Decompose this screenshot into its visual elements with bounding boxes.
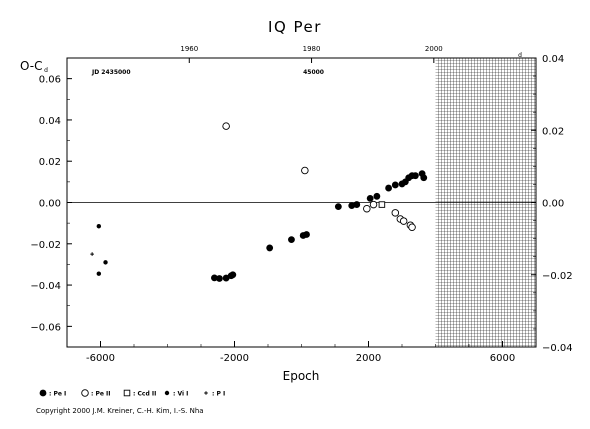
data-point-pe-ii [369,200,378,209]
data-point-pe-i [366,194,374,202]
y-unit-superscript-left: d [44,67,48,74]
data-point-pe-ii [408,223,416,232]
y-tick-label: −0.02 [30,240,61,251]
data-point-pe-i [391,181,399,189]
right-y-tick-label: −0.04 [542,343,573,354]
data-point-p-i [90,252,94,256]
data-point-pe-i [211,274,218,282]
data-point-vi-i [96,224,102,229]
legend-symbol [123,389,131,397]
data-point-pe-ii [391,209,400,217]
year-tick-label: 1980 [303,45,321,53]
jd-label-left: JD 2435000 [91,69,131,76]
data-point-pe-i [385,184,392,192]
data-point-pe-i [353,201,361,208]
data-point-pe-i [266,244,274,252]
legend-symbol [204,391,208,395]
data-point-pe-i [412,172,419,180]
data-point-pe-ii [222,122,230,130]
legend-symbol [164,390,170,396]
y-unit-superscript-right: d [518,52,522,59]
y-axis-label: O-C [20,59,43,73]
data-point-pe-i [334,203,342,211]
data-point-pe-i [216,275,223,282]
legend-symbol [39,389,47,397]
year-tick-label: 1960 [180,45,198,53]
data-point-pe-ii [399,217,408,225]
chart-title: IQ Per [268,18,322,36]
data-point-vi-i [96,271,102,276]
data-point-pe-i [373,192,381,200]
copyright-notice: Copyright 2000 J.M. Kreiner, C.-H. Kim, … [36,407,204,415]
data-point-vi-i [103,260,108,265]
data-point-pe-ii [363,204,371,213]
right-y-tick-label: 0.00 [542,199,564,210]
data-point-pe-i [229,271,237,279]
x-tick-label: -6000 [86,353,115,364]
y-tick-label: −0.04 [30,281,61,292]
data-point-ccd-ii [378,201,386,208]
x-axis-label: Epoch [283,369,320,383]
legend-label: : Ccd II [133,391,156,398]
data-point-pe-i [420,174,428,182]
right-y-tick-label: 0.02 [542,126,564,137]
y-tick-label: 0.02 [39,157,61,168]
legend-symbol [81,389,89,397]
right-y-tick-label: 0.04 [542,54,564,65]
data-point-pe-i [303,231,310,238]
y-tick-label: 0.06 [39,75,61,86]
y-tick-label: 0.04 [39,116,61,127]
right-y-tick-label: −0.02 [542,271,573,282]
y-tick-label: 0.00 [39,199,61,210]
jd-label-right: 45000 [303,69,324,76]
x-tick-label: -2000 [220,353,249,364]
y-tick-label: −0.06 [30,322,61,333]
legend-label: : Vi I [173,391,188,398]
legend-label: : P I [212,391,225,398]
year-tick-label: 2000 [425,45,443,53]
x-tick-label: 2000 [356,353,381,364]
x-tick-label: 6000 [490,353,515,364]
legend-label: : Pe II [91,391,111,398]
data-point-pe-i [288,236,295,244]
data-point-pe-ii [301,166,309,175]
legend-label: : Pe I [49,391,66,398]
